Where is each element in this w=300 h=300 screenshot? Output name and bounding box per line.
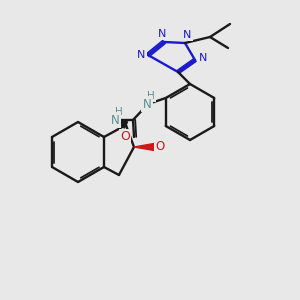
Text: N: N bbox=[183, 30, 191, 40]
Polygon shape bbox=[116, 120, 128, 128]
Text: O: O bbox=[155, 140, 164, 152]
Text: N: N bbox=[199, 53, 207, 63]
Polygon shape bbox=[134, 143, 154, 151]
Text: H: H bbox=[147, 91, 155, 101]
Text: N: N bbox=[158, 29, 166, 39]
Text: N: N bbox=[142, 98, 152, 110]
Text: H: H bbox=[159, 142, 167, 152]
Text: H: H bbox=[115, 107, 123, 117]
Text: O: O bbox=[120, 130, 130, 143]
Text: N: N bbox=[111, 113, 119, 127]
Text: N: N bbox=[137, 50, 145, 60]
